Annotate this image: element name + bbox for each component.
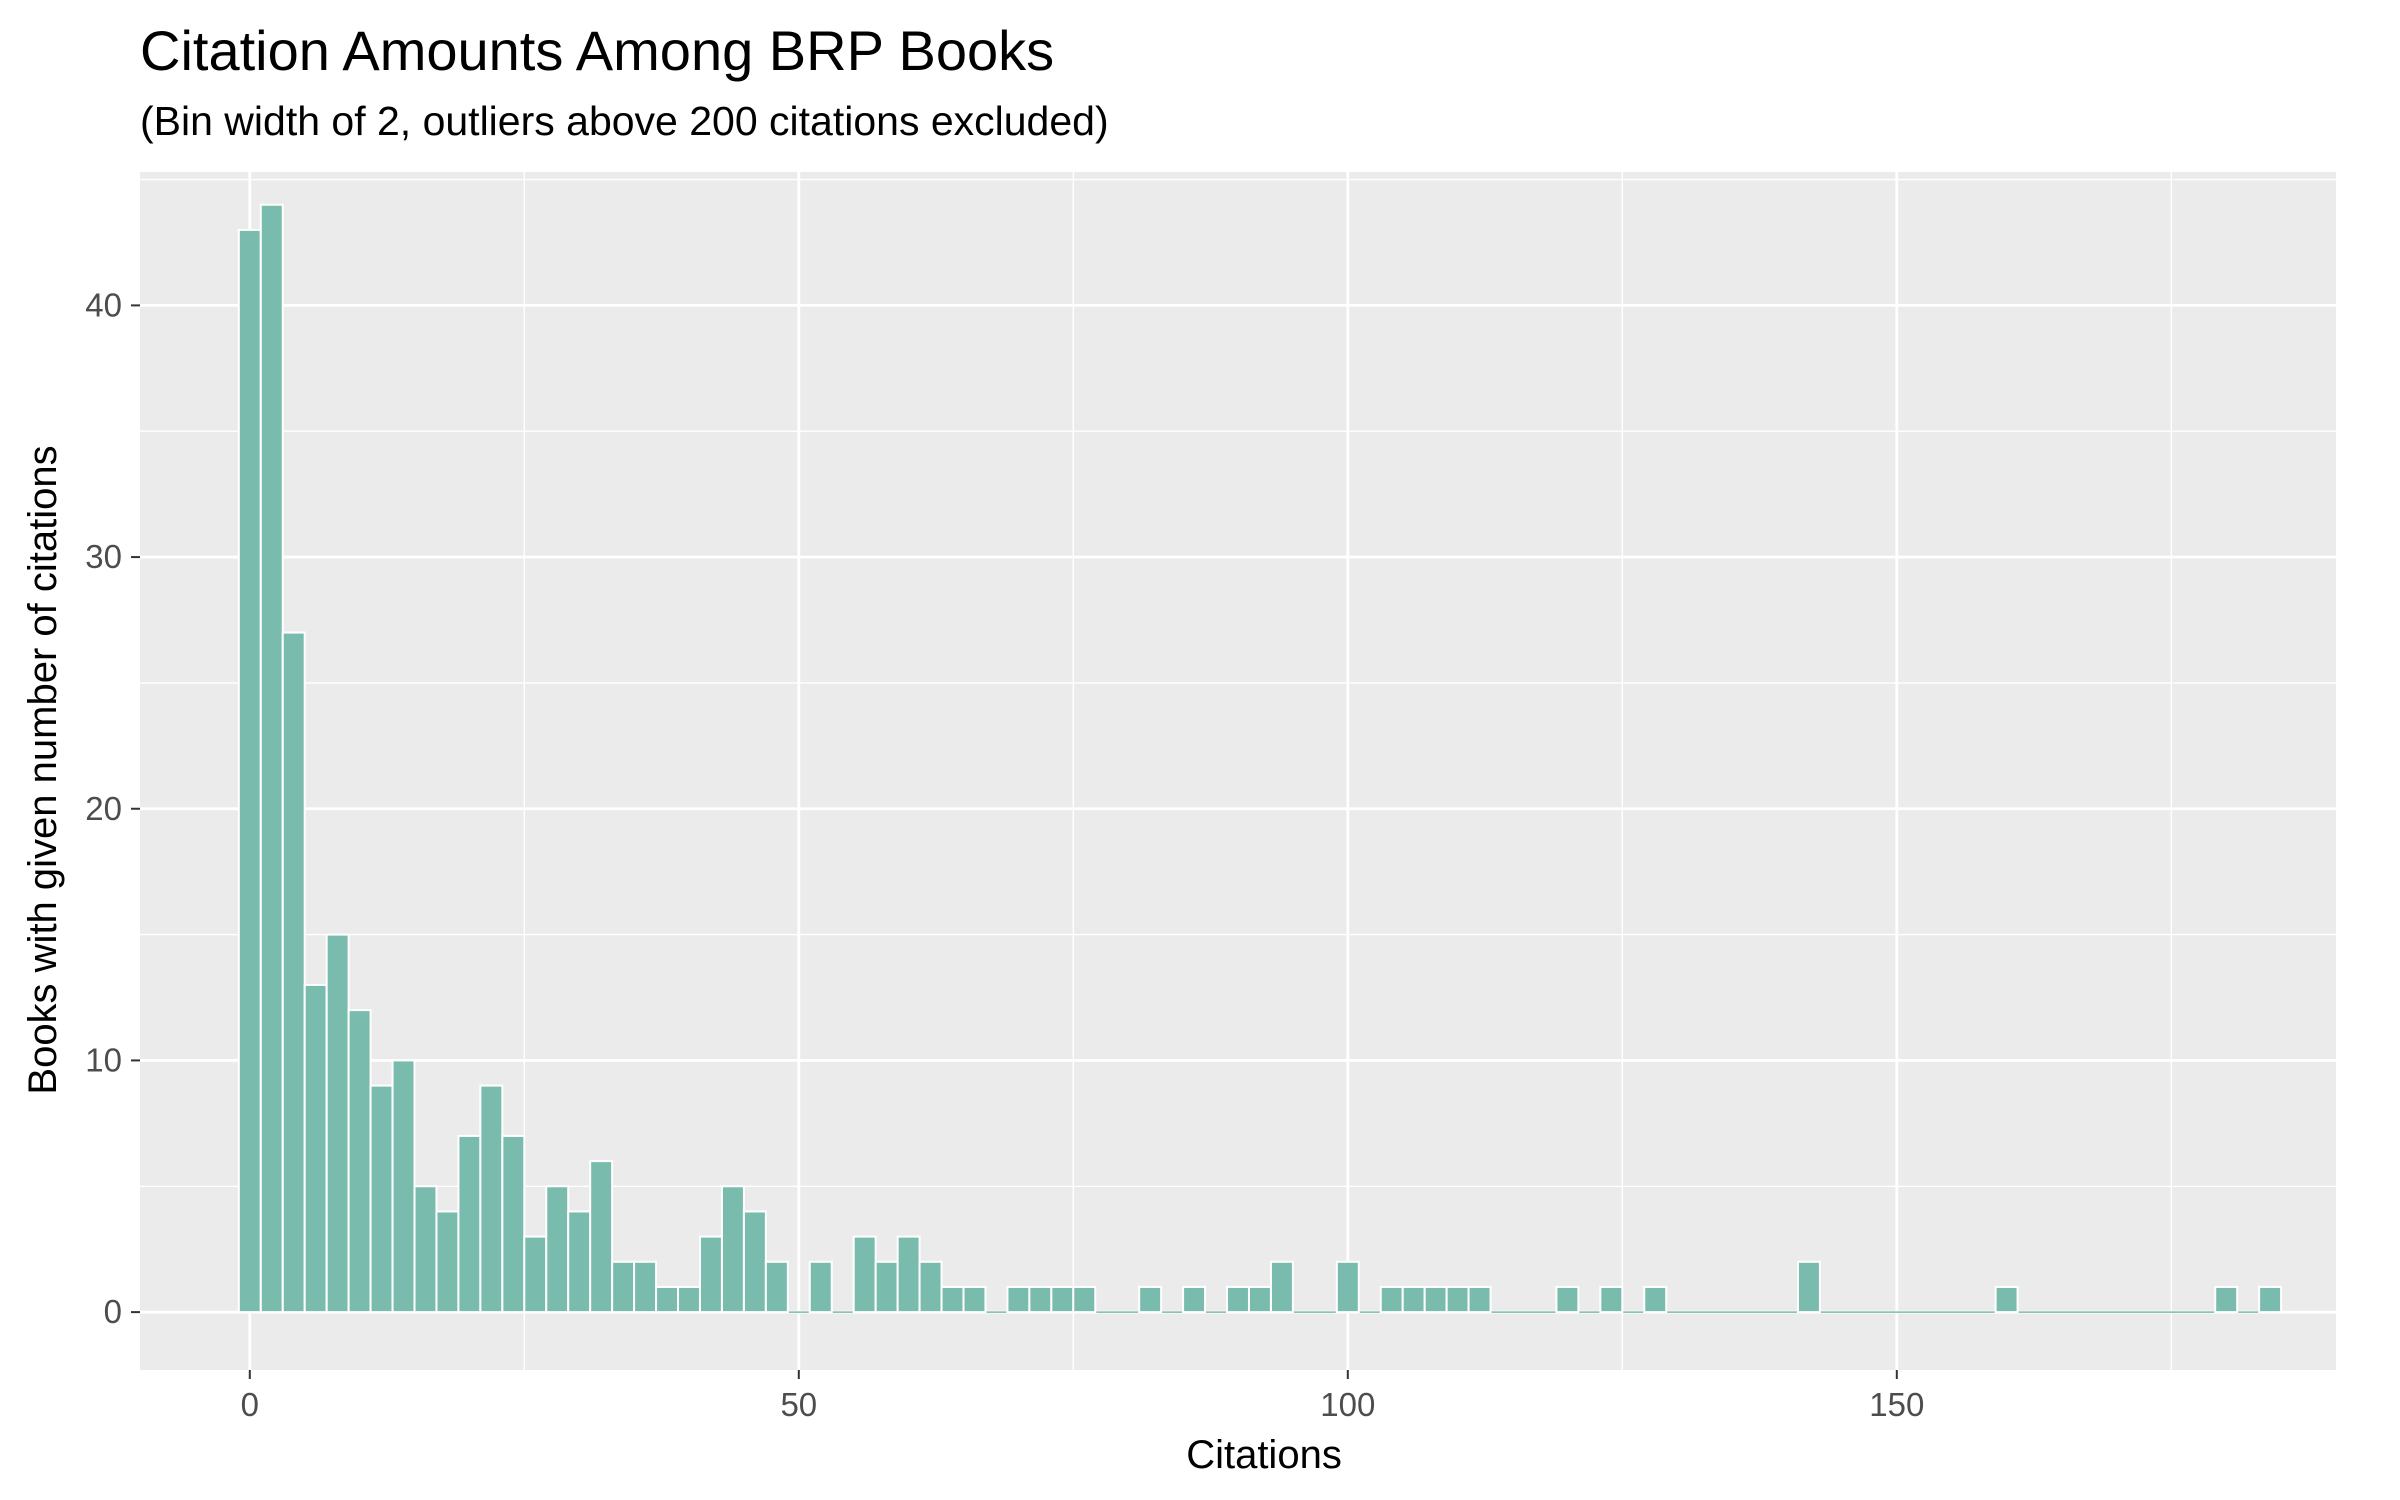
histogram-bar [2258, 1285, 2283, 1314]
histogram-bar [1182, 1285, 1207, 1314]
y-tick-label: 10 [85, 1041, 122, 1078]
histogram-bar [1335, 1260, 1360, 1314]
histogram-bar [874, 1260, 899, 1314]
histogram-bar [918, 1260, 943, 1314]
y-tick-label: 40 [85, 286, 122, 323]
histogram-bar [237, 228, 262, 1314]
histogram-bar [852, 1235, 877, 1314]
histogram-bar [1467, 1285, 1492, 1314]
x-axis-title: Citations [1186, 1433, 1342, 1477]
histogram-bar [764, 1260, 789, 1314]
x-tick-label: 50 [780, 1386, 817, 1423]
histogram-bar [1401, 1285, 1426, 1314]
histogram-bar [259, 203, 284, 1314]
histogram-bar [325, 933, 350, 1314]
histogram-bar [1796, 1260, 1821, 1314]
histogram-bar [698, 1235, 723, 1314]
histogram-bar [501, 1134, 526, 1314]
histogram-bar [655, 1285, 680, 1314]
histogram-bar [413, 1185, 438, 1314]
histogram-bar [1138, 1285, 1163, 1314]
histogram-bar [1643, 1285, 1668, 1314]
chart-subtitle: (Bin width of 2, outliers above 200 cita… [140, 98, 1109, 144]
histogram-bar [742, 1210, 767, 1314]
histogram-bar [633, 1260, 658, 1314]
histogram-bar [1247, 1285, 1272, 1314]
x-tick-label: 0 [241, 1386, 259, 1423]
histogram-bar [1445, 1285, 1470, 1314]
histogram-bar [545, 1185, 570, 1314]
y-tick-label: 0 [104, 1293, 122, 1330]
histogram-bar [1269, 1260, 1294, 1314]
histogram-bar [2214, 1285, 2239, 1314]
histogram-bar [1028, 1285, 1053, 1314]
histogram-bar [1599, 1285, 1624, 1314]
histogram-bar [435, 1210, 460, 1314]
histogram-bar [369, 1084, 394, 1314]
histogram-bar [303, 983, 328, 1314]
histogram-bar [1006, 1285, 1031, 1314]
histogram-bar [962, 1285, 987, 1314]
histogram-bar [1050, 1285, 1075, 1314]
histogram-bar [457, 1134, 482, 1314]
x-tick-label: 100 [1320, 1386, 1375, 1423]
histogram-bar [589, 1160, 614, 1314]
histogram-bar [1226, 1285, 1250, 1314]
histogram-bar [1994, 1285, 2019, 1314]
histogram-bar [347, 1009, 372, 1314]
histogram-bar [1555, 1285, 1580, 1314]
histogram-bar [940, 1285, 965, 1314]
histogram-bar [391, 1059, 416, 1314]
histogram-bar [677, 1285, 701, 1314]
histogram-bar [1072, 1285, 1097, 1314]
chart-title: Citation Amounts Among BRP Books [140, 19, 1055, 82]
x-axis: 0 50 100 150 [241, 1370, 1924, 1423]
histogram-bar [720, 1185, 745, 1314]
histogram-bar [611, 1260, 636, 1314]
y-tick-label: 20 [85, 790, 122, 827]
histogram-bar [281, 631, 306, 1314]
histogram-bar [1423, 1285, 1448, 1314]
y-tick-label: 30 [85, 538, 122, 575]
histogram-bar [479, 1084, 504, 1314]
histogram-bars [237, 203, 2283, 1314]
histogram-bar [808, 1260, 833, 1314]
histogram-bar [896, 1235, 921, 1314]
x-tick-label: 150 [1869, 1386, 1924, 1423]
histogram-bar [1379, 1285, 1404, 1314]
y-axis-title: Books with given number of citations [21, 445, 65, 1094]
histogram-bar [567, 1210, 592, 1314]
y-axis: 0 10 20 30 40 [85, 286, 140, 1330]
histogram-bar [523, 1235, 548, 1314]
